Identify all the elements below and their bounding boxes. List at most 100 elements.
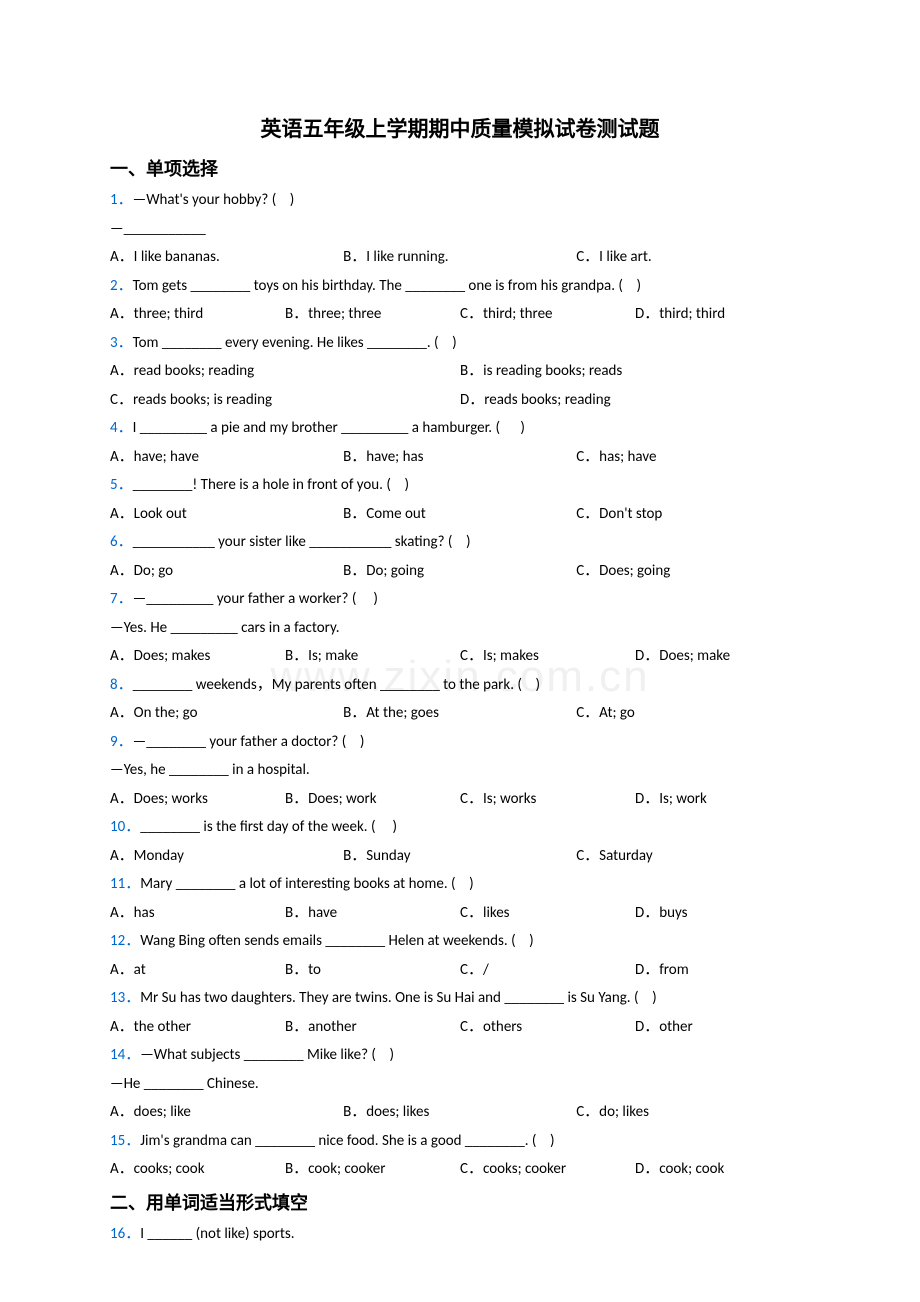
- q14-stem2: —He ________ Chinese.: [110, 1070, 810, 1099]
- q4-c: C．has; have: [576, 443, 809, 472]
- q8-a: A．On the; go: [110, 699, 343, 728]
- q8-b: B．At the; goes: [343, 699, 576, 728]
- q1-c: C．I like art.: [576, 243, 809, 272]
- q13-a: A．the other: [110, 1013, 285, 1042]
- q16-text: I ______ (not like) sports.: [140, 1225, 294, 1243]
- q4-text: I _________ a pie and my brother _______…: [133, 419, 525, 437]
- q2-a: A．three; third: [110, 300, 285, 329]
- q7-a: A．Does; makes: [110, 642, 285, 671]
- q14-c: C．do; likes: [576, 1098, 809, 1127]
- q12-a: A．at: [110, 956, 285, 985]
- q6-b: B．Do; going: [343, 557, 576, 586]
- q12-num: 12．: [110, 932, 140, 950]
- q5-b: B．Come out: [343, 500, 576, 529]
- q11-a: A．has: [110, 899, 285, 928]
- q9-d: D．Is; work: [635, 785, 810, 814]
- q7-c: C．Is; makes: [460, 642, 635, 671]
- q8-options: A．On the; goB．At the; goesC．At; go: [110, 699, 810, 728]
- q5-stem: 5．________! There is a hole in front of …: [110, 471, 810, 500]
- q13-c: C．others: [460, 1013, 635, 1042]
- q10-a: A．Monday: [110, 842, 343, 871]
- q11-d: D．buys: [635, 899, 810, 928]
- q14-num: 14．: [110, 1046, 140, 1064]
- q14-a: A．does; like: [110, 1098, 343, 1127]
- q7-b: B．Is; make: [285, 642, 460, 671]
- q8-text: ________ weekends，My parents often _____…: [133, 676, 540, 694]
- q4-stem: 4．I _________ a pie and my brother _____…: [110, 414, 810, 443]
- q13-options: A．the otherB．anotherC．othersD．other: [110, 1013, 810, 1042]
- q12-stem: 12．Wang Bing often sends emails ________…: [110, 927, 810, 956]
- q13-stem: 13．Mr Su has two daughters. They are twi…: [110, 984, 810, 1013]
- q11-b: B．have: [285, 899, 460, 928]
- q9-options: A．Does; worksB．Does; workC．Is; worksD．Is…: [110, 785, 810, 814]
- q9-b: B．Does; work: [285, 785, 460, 814]
- q5-a: A．Look out: [110, 500, 343, 529]
- q2-d: D．third; third: [635, 300, 810, 329]
- q2-c: C．third; three: [460, 300, 635, 329]
- q9-a: A．Does; works: [110, 785, 285, 814]
- q1-options: A．I like bananas.B．I like running.C．I li…: [110, 243, 810, 272]
- q6-text: ___________ your sister like ___________…: [133, 533, 471, 551]
- q16-stem: 16．I ______ (not like) sports.: [110, 1220, 810, 1249]
- q11-stem: 11．Mary ________ a lot of interesting bo…: [110, 870, 810, 899]
- q3-a: A．read books; reading: [110, 357, 460, 386]
- q11-num: 11．: [110, 875, 140, 893]
- q2-b: B．three; three: [285, 300, 460, 329]
- q1-b: B．I like running.: [343, 243, 576, 272]
- q14-text: —What subjects ________ Mike like? ( ): [140, 1046, 394, 1064]
- q3-text: Tom ________ every evening. He likes ___…: [133, 334, 457, 352]
- q9-text: —________ your father a doctor? ( ): [133, 733, 365, 751]
- q3-stem: 3．Tom ________ every evening. He likes _…: [110, 329, 810, 358]
- q5-options: A．Look outB．Come outC．Don't stop: [110, 500, 810, 529]
- q7-stem2: —Yes. He _________ cars in a factory.: [110, 614, 810, 643]
- q6-options: A．Do; goB．Do; goingC．Does; going: [110, 557, 810, 586]
- q7-options: A．Does; makesB．Is; makeC．Is; makesD．Does…: [110, 642, 810, 671]
- q9-num: 9．: [110, 733, 133, 751]
- q4-a: A．have; have: [110, 443, 343, 472]
- q13-text: Mr Su has two daughters. They are twins.…: [140, 989, 656, 1007]
- q5-num: 5．: [110, 476, 133, 494]
- q12-options: A．atB．toC．/D．from: [110, 956, 810, 985]
- q11-text: Mary ________ a lot of interesting books…: [140, 875, 473, 893]
- section-1-heading: 一、单项选择: [110, 152, 810, 186]
- q11-options: A．hasB．haveC．likesD．buys: [110, 899, 810, 928]
- q14-b: B．does; likes: [343, 1098, 576, 1127]
- q12-b: B．to: [285, 956, 460, 985]
- q6-stem: 6．___________ your sister like _________…: [110, 528, 810, 557]
- q7-stem: 7．—_________ your father a worker? ( ): [110, 585, 810, 614]
- q6-c: C．Does; going: [576, 557, 809, 586]
- q10-c: C．Saturday: [576, 842, 809, 871]
- q15-num: 15．: [110, 1132, 140, 1150]
- q15-text: Jim's grandma can ________ nice food. Sh…: [140, 1132, 554, 1150]
- q11-c: C．likes: [460, 899, 635, 928]
- q3-b: B．is reading books; reads: [460, 357, 810, 386]
- q4-num: 4．: [110, 419, 133, 437]
- q10-num: 10．: [110, 818, 140, 836]
- q7-num: 7．: [110, 590, 133, 608]
- q10-text: ________ is the first day of the week. (…: [140, 818, 397, 836]
- q1-num: 1．: [110, 191, 133, 209]
- q5-c: C．Don't stop: [576, 500, 809, 529]
- q12-c: C．/: [460, 956, 635, 985]
- q1-a: A．I like bananas.: [110, 243, 343, 272]
- q9-stem2: —Yes, he ________ in a hospital.: [110, 756, 810, 785]
- q14-options: A．does; likeB．does; likesC．do; likes: [110, 1098, 810, 1127]
- q10-b: B．Sunday: [343, 842, 576, 871]
- q14-stem: 14．—What subjects ________ Mike like? ( …: [110, 1041, 810, 1070]
- q3-options-2: C．reads books; is readingD．reads books; …: [110, 386, 810, 415]
- q2-options: A．three; thirdB．three; threeC．third; thr…: [110, 300, 810, 329]
- q5-text: ________! There is a hole in front of yo…: [133, 476, 409, 494]
- q16-num: 16．: [110, 1225, 140, 1243]
- q1-text: —What's your hobby? ( ): [133, 191, 295, 209]
- q4-b: B．have; has: [343, 443, 576, 472]
- page-title: 英语五年级上学期期中质量模拟试卷测试题: [110, 110, 810, 150]
- q15-b: B．cook; cooker: [285, 1155, 460, 1184]
- q8-num: 8．: [110, 676, 133, 694]
- q12-text: Wang Bing often sends emails ________ He…: [140, 932, 534, 950]
- q15-d: D．cook; cook: [635, 1155, 810, 1184]
- q10-stem: 10．________ is the first day of the week…: [110, 813, 810, 842]
- q15-c: C．cooks; cooker: [460, 1155, 635, 1184]
- q7-d: D．Does; make: [635, 642, 810, 671]
- q13-num: 13．: [110, 989, 140, 1007]
- q4-options: A．have; haveB．have; hasC．has; have: [110, 443, 810, 472]
